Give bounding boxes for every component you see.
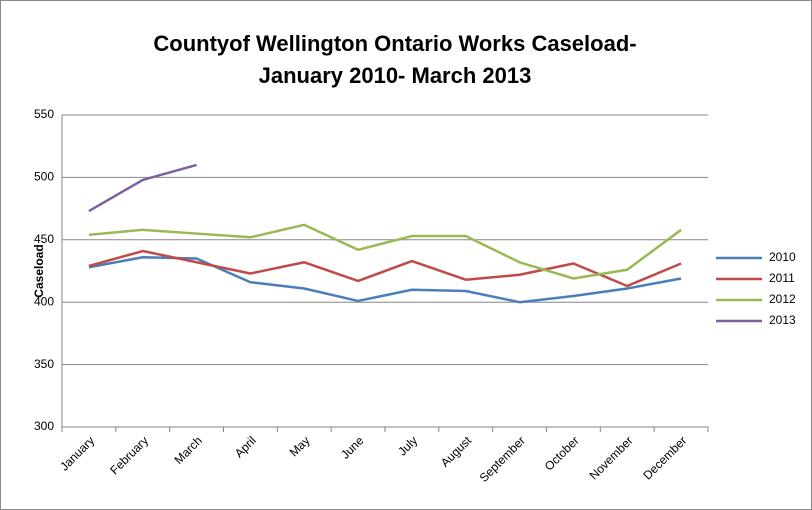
y-tick-label: 300 [34,419,54,433]
series-line [88,256,682,304]
y-tick-label: 500 [34,170,54,184]
legend-label: 2011 [769,271,795,285]
legend-label: 2010 [769,250,796,264]
y-tick-label: 450 [34,232,54,246]
chart-title: January 2010- March 2013 [259,63,532,88]
y-tick-label: 350 [34,357,54,371]
chart-title: Countyof Wellington Ontario Works Caselo… [153,31,636,56]
y-tick-label: 400 [34,294,54,308]
y-tick-label: 550 [34,107,54,121]
legend-label: 2013 [769,313,796,327]
series-line [88,163,197,213]
legend-label: 2012 [769,292,796,306]
series-line [88,223,682,280]
y-axis-label: Caseload [32,244,46,297]
series-line [88,249,682,288]
